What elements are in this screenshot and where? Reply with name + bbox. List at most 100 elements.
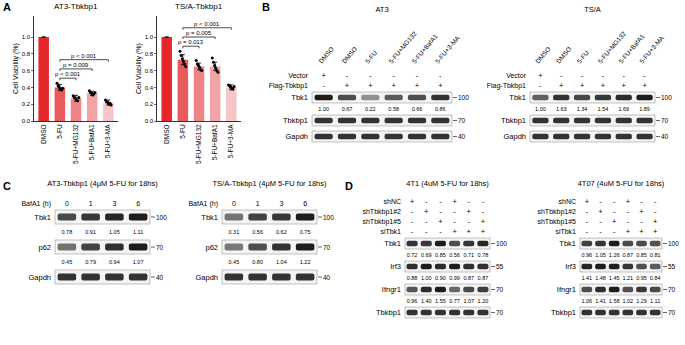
svg-text:-: - [322, 81, 325, 90]
svg-text:6: 6 [136, 200, 140, 207]
svg-text:-: - [411, 207, 414, 216]
svg-text:1.07: 1.07 [133, 259, 144, 265]
svg-text:-: - [453, 217, 456, 226]
svg-text:70: 70 [323, 244, 331, 251]
svg-text:Tbk1: Tbk1 [201, 213, 218, 222]
svg-text:+: + [321, 71, 326, 80]
svg-text:+: + [612, 217, 617, 226]
svg-text:5-FU: 5-FU [575, 49, 590, 65]
svg-text:1.0: 1.0 [22, 34, 31, 40]
svg-text:100: 100 [496, 240, 507, 247]
svg-text:+: + [481, 217, 486, 226]
svg-text:Tbk1: Tbk1 [291, 93, 308, 102]
svg-text:100: 100 [668, 240, 679, 247]
svg-text:70: 70 [156, 244, 164, 251]
svg-text:0: 0 [232, 200, 236, 207]
svg-text:1.0: 1.0 [145, 34, 154, 40]
svg-text:+: + [452, 227, 457, 236]
svg-text:0.8: 0.8 [145, 51, 154, 57]
svg-text:0.75: 0.75 [300, 229, 311, 235]
svg-text:-: - [439, 207, 442, 216]
svg-text:+: + [580, 81, 585, 90]
svg-text:+: + [639, 207, 644, 216]
svg-text:4T07 (4uM 5-FU for 18hs): 4T07 (4uM 5-FU for 18hs) [578, 179, 665, 188]
svg-text:0.62: 0.62 [276, 229, 287, 235]
svg-text:0.4: 0.4 [22, 85, 31, 91]
svg-text:0.96: 0.96 [407, 298, 418, 304]
svg-text:Cell Viability (%): Cell Viability (%) [12, 43, 20, 94]
svg-text:-: - [425, 217, 428, 226]
svg-text:100: 100 [458, 94, 469, 101]
svg-text:B: B [262, 1, 270, 13]
svg-text:+: + [559, 81, 564, 90]
svg-text:shTbkbp1#2: shTbkbp1#2 [362, 208, 401, 216]
svg-text:5-FU: 5-FU [56, 124, 63, 139]
svg-text:1.29: 1.29 [636, 298, 647, 304]
svg-text:0.95: 0.95 [636, 275, 647, 281]
svg-text:0.58: 0.58 [388, 106, 399, 112]
svg-text:100: 100 [661, 94, 672, 101]
svg-text:1.00: 1.00 [421, 275, 432, 281]
svg-text:0.31: 0.31 [229, 229, 240, 235]
svg-text:0.87: 0.87 [463, 275, 474, 281]
svg-text:55: 55 [668, 263, 676, 270]
svg-text:1.11: 1.11 [133, 229, 143, 235]
svg-text:0.0: 0.0 [22, 118, 31, 124]
svg-text:70: 70 [496, 286, 504, 293]
svg-text:100: 100 [323, 214, 334, 221]
svg-text:Ifngr1: Ifngr1 [382, 285, 401, 294]
svg-text:DMSO: DMSO [555, 45, 573, 64]
svg-text:40: 40 [156, 274, 164, 281]
svg-text:p = 0.013: p = 0.013 [178, 39, 204, 45]
svg-text:+: + [653, 227, 658, 236]
svg-text:DMSO: DMSO [340, 45, 358, 64]
svg-text:0.22: 0.22 [365, 106, 376, 112]
svg-text:1.41: 1.41 [581, 275, 592, 281]
svg-text:0.80: 0.80 [252, 259, 263, 265]
svg-text:DMSO: DMSO [163, 124, 170, 144]
svg-text:40: 40 [323, 274, 331, 281]
svg-text:C: C [3, 180, 11, 192]
svg-text:-: - [599, 217, 602, 226]
svg-text:-: - [586, 207, 589, 216]
svg-text:1.63: 1.63 [556, 106, 567, 112]
svg-text:+: + [653, 217, 658, 226]
svg-text:70: 70 [661, 117, 669, 124]
svg-text:0.91: 0.91 [85, 229, 96, 235]
svg-text:-: - [654, 207, 657, 216]
svg-text:0.56: 0.56 [449, 252, 460, 258]
svg-text:Tbkbp1: Tbkbp1 [283, 116, 308, 125]
svg-text:-: - [599, 197, 602, 206]
svg-text:0.2: 0.2 [22, 101, 31, 107]
svg-text:Tbkbp1: Tbkbp1 [501, 116, 526, 125]
svg-text:+: + [642, 81, 647, 90]
svg-text:-: - [425, 197, 428, 206]
svg-text:BafA1 (h): BafA1 (h) [21, 200, 51, 208]
svg-text:+: + [345, 81, 350, 90]
svg-text:TS/A-Tbkbp1 (4μM 5-FU for 18hs: TS/A-Tbkbp1 (4μM 5-FU for 18hs) [213, 179, 327, 188]
svg-text:shTbkbp1#5: shTbkbp1#5 [537, 218, 576, 226]
svg-text:Flag-Tbkbp1: Flag-Tbkbp1 [269, 82, 308, 90]
svg-text:5-FU: 5-FU [364, 49, 379, 65]
svg-text:0.69: 0.69 [421, 252, 432, 258]
svg-text:1.69: 1.69 [618, 106, 629, 112]
svg-text:0.45: 0.45 [62, 259, 73, 265]
svg-text:0.0: 0.0 [145, 118, 154, 124]
svg-text:Gapdh: Gapdh [503, 132, 526, 141]
svg-text:p = 0.009: p = 0.009 [63, 62, 89, 68]
svg-text:0.71: 0.71 [463, 252, 474, 258]
svg-text:Tbk1: Tbk1 [509, 93, 526, 102]
svg-text:-: - [602, 71, 605, 80]
svg-text:1.26: 1.26 [609, 252, 620, 258]
svg-text:0.85: 0.85 [636, 252, 647, 258]
svg-text:5-FU+MG132: 5-FU+MG132 [195, 124, 202, 164]
svg-text:1.00: 1.00 [318, 106, 329, 112]
svg-text:+: + [391, 81, 396, 90]
svg-text:0.6: 0.6 [22, 68, 31, 74]
svg-text:Vector: Vector [288, 72, 309, 79]
svg-text:p < 0.001: p < 0.001 [71, 53, 97, 59]
svg-text:-: - [369, 71, 372, 80]
svg-text:-: - [439, 197, 442, 206]
svg-text:Tbk1: Tbk1 [34, 213, 51, 222]
svg-text:p < 0.001: p < 0.001 [194, 21, 220, 27]
